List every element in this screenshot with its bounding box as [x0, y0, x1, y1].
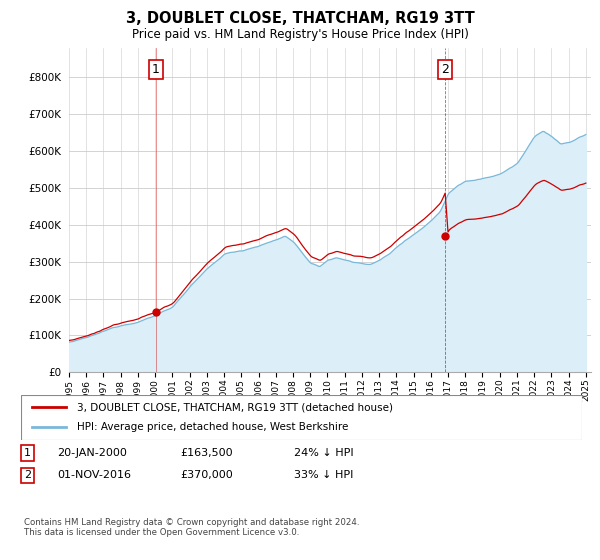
Text: 2: 2 [24, 470, 31, 480]
Text: £370,000: £370,000 [180, 470, 233, 480]
Text: 1: 1 [152, 63, 160, 76]
Text: 20-JAN-2000: 20-JAN-2000 [57, 448, 127, 458]
Text: 24% ↓ HPI: 24% ↓ HPI [294, 448, 353, 458]
Text: 33% ↓ HPI: 33% ↓ HPI [294, 470, 353, 480]
Text: 2: 2 [441, 63, 449, 76]
Text: 3, DOUBLET CLOSE, THATCHAM, RG19 3TT (detached house): 3, DOUBLET CLOSE, THATCHAM, RG19 3TT (de… [77, 402, 393, 412]
Text: £163,500: £163,500 [180, 448, 233, 458]
Text: Price paid vs. HM Land Registry's House Price Index (HPI): Price paid vs. HM Land Registry's House … [131, 28, 469, 41]
Text: Contains HM Land Registry data © Crown copyright and database right 2024.
This d: Contains HM Land Registry data © Crown c… [24, 518, 359, 538]
Text: 1: 1 [24, 448, 31, 458]
Text: 01-NOV-2016: 01-NOV-2016 [57, 470, 131, 480]
Text: 3, DOUBLET CLOSE, THATCHAM, RG19 3TT: 3, DOUBLET CLOSE, THATCHAM, RG19 3TT [125, 11, 475, 26]
Text: HPI: Average price, detached house, West Berkshire: HPI: Average price, detached house, West… [77, 422, 349, 432]
FancyBboxPatch shape [21, 395, 582, 440]
